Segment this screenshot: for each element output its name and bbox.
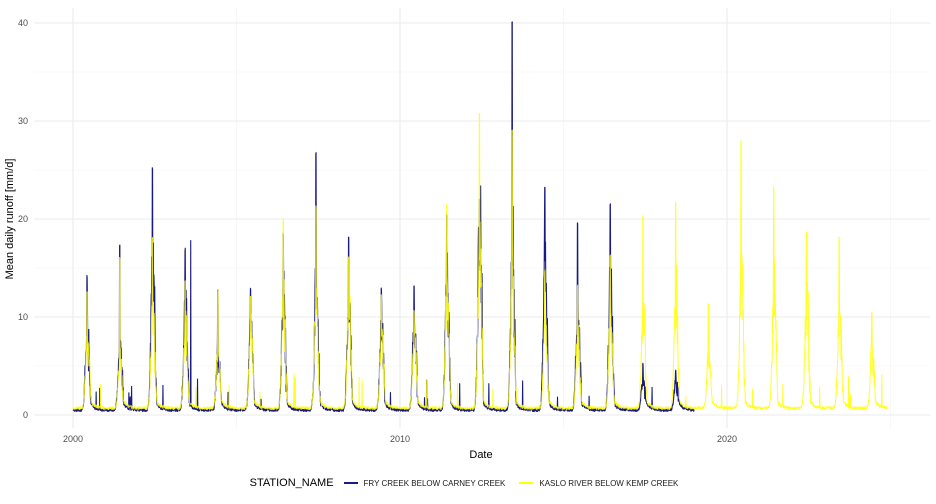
legend-label: KASLO RIVER BELOW KEMP CREEK bbox=[539, 478, 679, 488]
y-tick-label: 0 bbox=[23, 410, 28, 420]
y-tick-label: 30 bbox=[18, 116, 28, 126]
legend-item-kaslo-river: KASLO RIVER BELOW KEMP CREEK bbox=[519, 479, 678, 488]
series-kaslo-river-line bbox=[72, 112, 888, 411]
y-axis-ticks: 0 10 20 30 40 bbox=[18, 18, 28, 420]
y-tick-label: 10 bbox=[18, 312, 28, 322]
x-tick-label: 2000 bbox=[63, 434, 83, 444]
x-tick-label: 2010 bbox=[390, 434, 410, 444]
series-layer bbox=[72, 21, 888, 413]
y-tick-label: 20 bbox=[18, 214, 28, 224]
legend: STATION_NAME FRY CREEK BELOW CARNEY CREE… bbox=[0, 477, 936, 489]
legend-label: FRY CREEK BELOW CARNEY CREEK bbox=[363, 478, 506, 488]
y-axis-title: Mean daily runoff [mm/d] bbox=[4, 159, 16, 280]
legend-swatch-icon bbox=[343, 482, 358, 484]
y-tick-label: 40 bbox=[18, 18, 28, 28]
x-axis-ticks: 2000 2010 2020 bbox=[63, 434, 737, 444]
legend-item-fry-creek: FRY CREEK BELOW CARNEY CREEK bbox=[343, 478, 506, 488]
legend-title: STATION_NAME bbox=[249, 477, 334, 489]
x-tick-label: 2020 bbox=[717, 434, 737, 444]
x-axis-title: Date bbox=[469, 449, 492, 461]
grid-lines bbox=[34, 8, 930, 428]
legend-swatch-icon bbox=[519, 482, 534, 484]
